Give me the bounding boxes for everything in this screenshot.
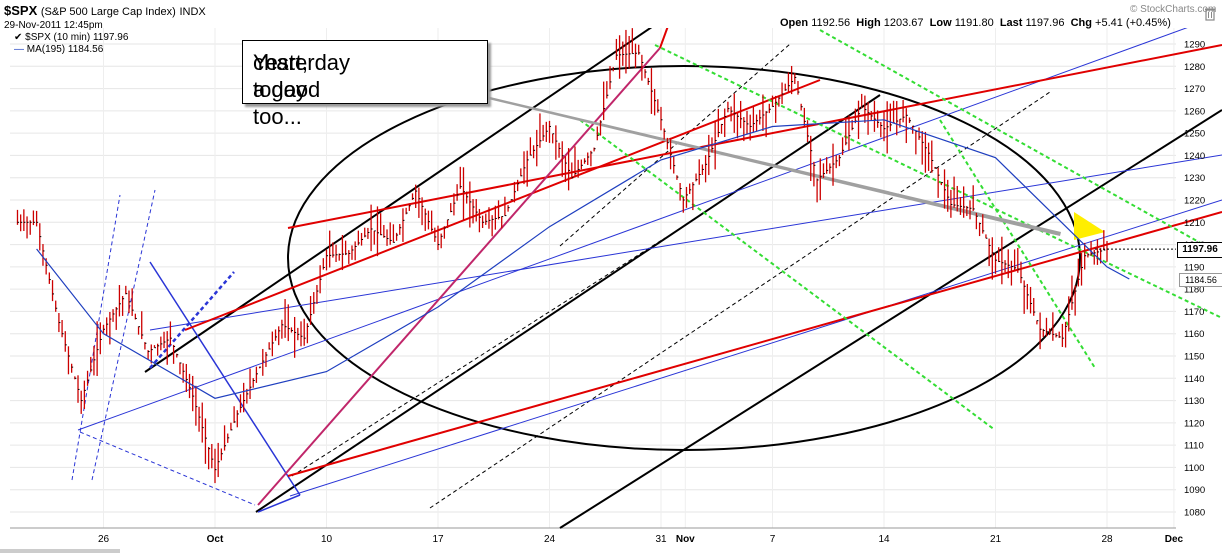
x-tick-label: 7 bbox=[770, 534, 776, 545]
y-tick-label: 1250 bbox=[1184, 129, 1205, 140]
x-tick-label: 28 bbox=[1101, 534, 1113, 545]
blue-channel-line bbox=[257, 494, 301, 513]
x-tick-label: 21 bbox=[990, 534, 1002, 545]
y-tick-label: 1290 bbox=[1184, 40, 1205, 51]
y-tick-label: 1090 bbox=[1184, 485, 1205, 496]
y-tick-label: 1150 bbox=[1184, 352, 1204, 363]
x-tick-label: 31 bbox=[655, 534, 667, 545]
red-channel-line bbox=[184, 79, 821, 331]
black-dashed-line bbox=[429, 91, 1051, 509]
blue-channel-line bbox=[77, 28, 1188, 431]
green-dashed-line bbox=[579, 119, 996, 431]
x-tick-label: 26 bbox=[98, 534, 110, 545]
blue-dashed-line bbox=[71, 194, 121, 481]
y-tick-label: 1120 bbox=[1184, 418, 1204, 429]
blue-dashed-line bbox=[79, 431, 256, 506]
x-tick-label: 14 bbox=[878, 534, 890, 545]
black-channel-line bbox=[559, 109, 1222, 529]
blue-dashed-line bbox=[91, 189, 156, 481]
y-tick-label: 1100 bbox=[1184, 463, 1204, 474]
y-tick-label: 1240 bbox=[1184, 151, 1205, 162]
trendline-overlays bbox=[71, 28, 1222, 529]
y-tick-label: 1210 bbox=[1184, 218, 1205, 229]
y-tick-label: 1220 bbox=[1184, 196, 1205, 207]
y-tick-label: 1170 bbox=[1184, 307, 1204, 318]
legend-ma: — MA(195) 1184.56 bbox=[14, 44, 104, 55]
y-tick-label: 1160 bbox=[1184, 329, 1204, 340]
red-channel-line bbox=[287, 44, 1222, 229]
y-tick-label: 1270 bbox=[1184, 84, 1205, 95]
x-tick-label: Dec bbox=[1165, 534, 1184, 545]
chart-grid bbox=[10, 28, 1176, 529]
blue-dashed-line bbox=[149, 271, 235, 369]
blue-channel-line bbox=[149, 154, 1222, 331]
blue-channel-line bbox=[149, 261, 301, 496]
y-tick-label: 1260 bbox=[1184, 106, 1205, 117]
annotation-callout: Yesterday a good chart, today too... bbox=[242, 40, 488, 129]
ma-value-label: 1184.56 bbox=[1179, 273, 1222, 287]
ohlc-readout: Open 1192.56 High 1203.67 Low 1191.80 La… bbox=[780, 17, 1171, 29]
blue-channel-line bbox=[289, 199, 1222, 497]
chart-datetime: 29-Nov-2011 12:45pm bbox=[4, 20, 103, 31]
ma-line bbox=[36, 119, 1130, 399]
red-channel-line bbox=[287, 211, 1222, 477]
y-tick-label: 1230 bbox=[1184, 173, 1205, 184]
legend-price: ✔ $SPX (10 min) 1197.96 bbox=[14, 32, 129, 43]
y-tick-label: 1180 bbox=[1184, 285, 1204, 296]
x-axis-labels: 26 Oct 10 17 24 31 Nov 7 14 21 28 Dec bbox=[98, 534, 1184, 545]
x-tick-label: 10 bbox=[321, 534, 333, 545]
x-tick-label: Nov bbox=[676, 534, 695, 545]
trash-icon[interactable] bbox=[1204, 7, 1216, 21]
y-tick-label: 1130 bbox=[1184, 396, 1204, 407]
price-series bbox=[16, 28, 1176, 484]
red-channel-line bbox=[659, 28, 669, 49]
y-tick-label: 1080 bbox=[1184, 508, 1205, 519]
black-channel-line bbox=[144, 28, 653, 373]
x-tick-label: 24 bbox=[544, 534, 556, 545]
y-axis-labels: 1080 1090 1100 1110 1120 1130 1140 1150 1160 1170… bbox=[1184, 40, 1205, 519]
x-tick-label: 17 bbox=[432, 534, 444, 545]
y-tick-label: 1110 bbox=[1184, 441, 1204, 452]
black-channel-line bbox=[255, 94, 881, 513]
bottom-scrollbar-fragment bbox=[0, 549, 120, 553]
black-dashed-line bbox=[291, 237, 666, 477]
annotation-line-2: chart, today too... bbox=[253, 50, 309, 129]
brand-watermark: © StockCharts.com bbox=[1130, 4, 1217, 15]
ellipse-annotation bbox=[287, 65, 1081, 451]
yellow-highlight bbox=[1074, 212, 1105, 240]
y-tick-label: 1190 bbox=[1184, 262, 1204, 273]
callout-pointer bbox=[486, 96, 1061, 236]
symbol-title: $SPX (S&P 500 Large Cap Index) INDX bbox=[4, 3, 206, 18]
magenta-trendline bbox=[257, 47, 661, 506]
green-dashed-line bbox=[939, 119, 1096, 369]
x-tick-label: Oct bbox=[207, 534, 224, 545]
annotation-line-1: Yesterday a good bbox=[253, 50, 351, 102]
black-dashed-line bbox=[559, 43, 791, 247]
y-tick-label: 1140 bbox=[1184, 374, 1204, 385]
last-price-label: 1197.96 bbox=[1177, 242, 1222, 258]
y-tick-label: 1280 bbox=[1184, 62, 1205, 73]
